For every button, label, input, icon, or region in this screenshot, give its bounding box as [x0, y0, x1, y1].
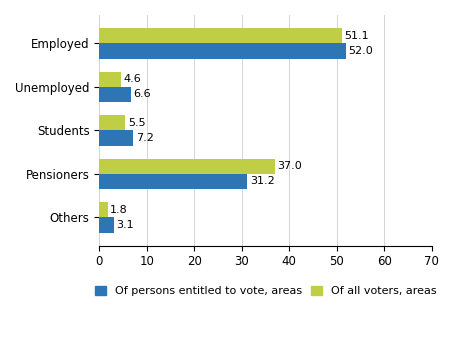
Legend: Of persons entitled to vote, areas, Of all voters, areas: Of persons entitled to vote, areas, Of a…	[90, 281, 441, 301]
Bar	[99, 174, 247, 189]
Bar	[99, 87, 131, 102]
Bar	[99, 217, 114, 233]
Text: 31.2: 31.2	[250, 176, 275, 186]
Text: 6.6: 6.6	[133, 89, 151, 99]
Bar	[99, 159, 275, 174]
Bar	[99, 28, 342, 43]
Text: 1.8: 1.8	[110, 205, 128, 215]
Text: 51.1: 51.1	[344, 31, 369, 41]
Bar	[99, 43, 346, 58]
Bar	[99, 72, 121, 87]
Text: 52.0: 52.0	[349, 46, 373, 56]
Bar	[99, 130, 133, 146]
Text: 3.1: 3.1	[116, 220, 134, 230]
Text: 5.5: 5.5	[128, 118, 145, 128]
Text: 4.6: 4.6	[123, 74, 141, 84]
Text: 7.2: 7.2	[136, 133, 153, 143]
Bar	[99, 115, 125, 130]
Text: 37.0: 37.0	[277, 161, 302, 171]
Bar	[99, 202, 108, 217]
